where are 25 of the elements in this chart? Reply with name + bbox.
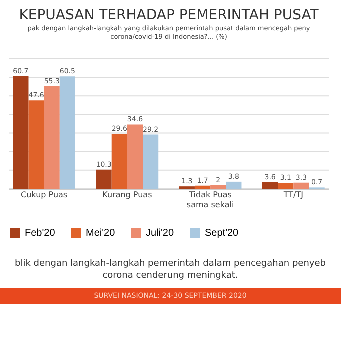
x-tick-label: Kurang Puas xyxy=(102,190,152,200)
x-tick-label: Cukup Puas xyxy=(21,190,68,200)
bar xyxy=(278,183,294,189)
legend-label: Sept'20 xyxy=(205,228,240,239)
legend-label: Juli'20 xyxy=(146,228,174,239)
legend-label: Mei'20 xyxy=(86,228,116,239)
x-tick-label: TT/TJ xyxy=(282,190,304,200)
bar xyxy=(294,182,310,189)
bar xyxy=(127,124,144,189)
text: corona cenderung meningkat. xyxy=(102,270,240,282)
bar xyxy=(13,76,29,189)
bar xyxy=(60,76,76,189)
x-tick-label: Tidak Puas sama sekali xyxy=(186,190,234,210)
bar xyxy=(194,186,211,189)
legend-label: Feb'20 xyxy=(25,228,56,239)
bar xyxy=(226,182,242,189)
bar xyxy=(210,185,226,189)
text: blik dengan langkah-langkah pemerintah dalam pencegahan penyeb xyxy=(14,258,327,270)
bar xyxy=(112,134,128,189)
chart-title: KEPUASAN TERHADAP PEMERINTAH PUSAT xyxy=(19,8,320,24)
bar xyxy=(262,182,278,189)
bar xyxy=(96,170,112,189)
bar xyxy=(44,86,60,189)
bar xyxy=(143,134,159,189)
bar xyxy=(28,100,44,189)
